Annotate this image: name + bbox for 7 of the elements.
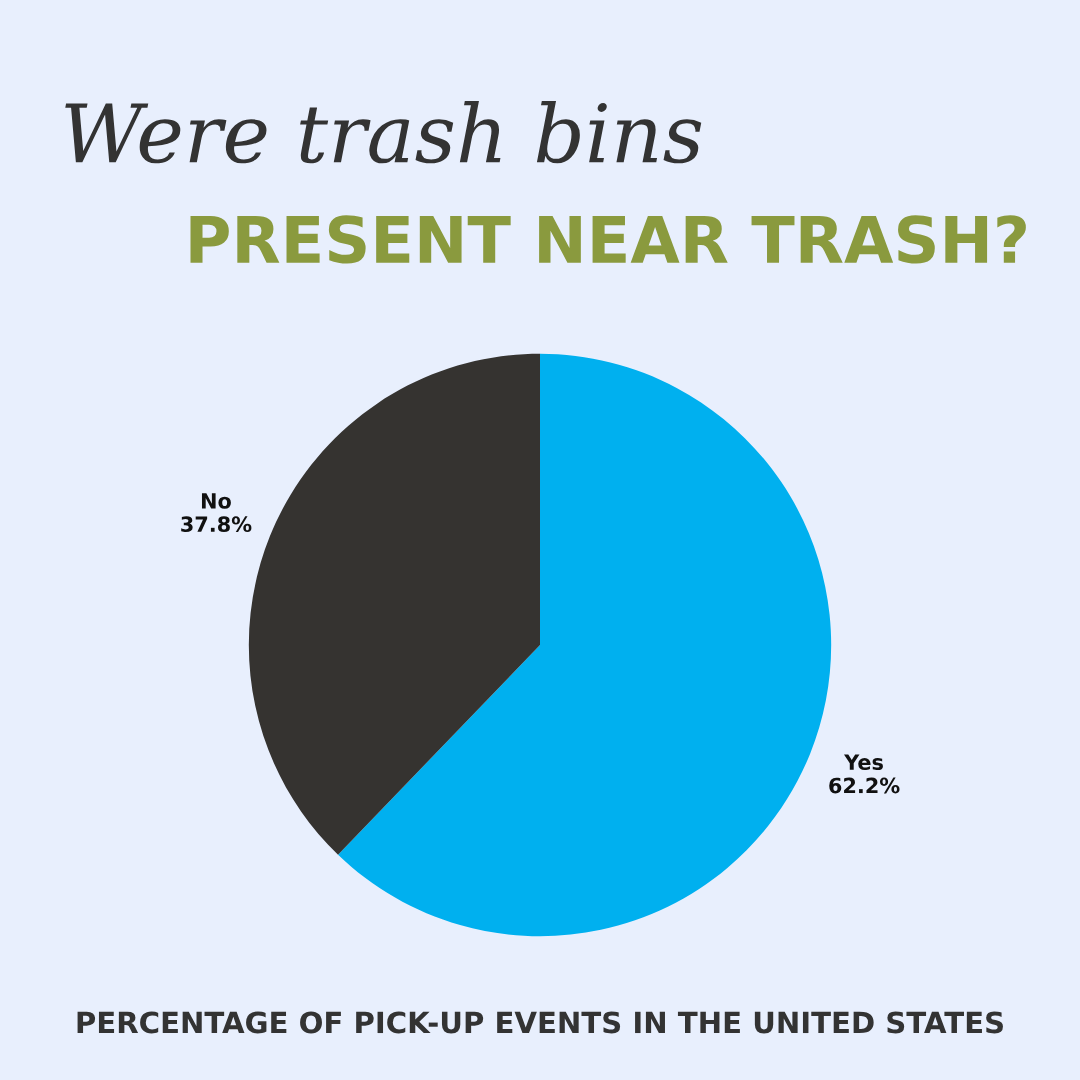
slice-label: Yes: [844, 754, 883, 771]
chart-subtitle: PRESENT NEAR TRASH?: [190, 215, 1026, 264]
data-label: 37.8%: [181, 516, 252, 533]
slice-label: No: [201, 493, 231, 509]
chart-title: Were trash bins: [65, 101, 702, 164]
data-label: 62.2%: [829, 777, 900, 794]
text: PERCENTAGE OF PICK-UP EVENTS IN THE UNITED STATES: [77, 1011, 1003, 1034]
